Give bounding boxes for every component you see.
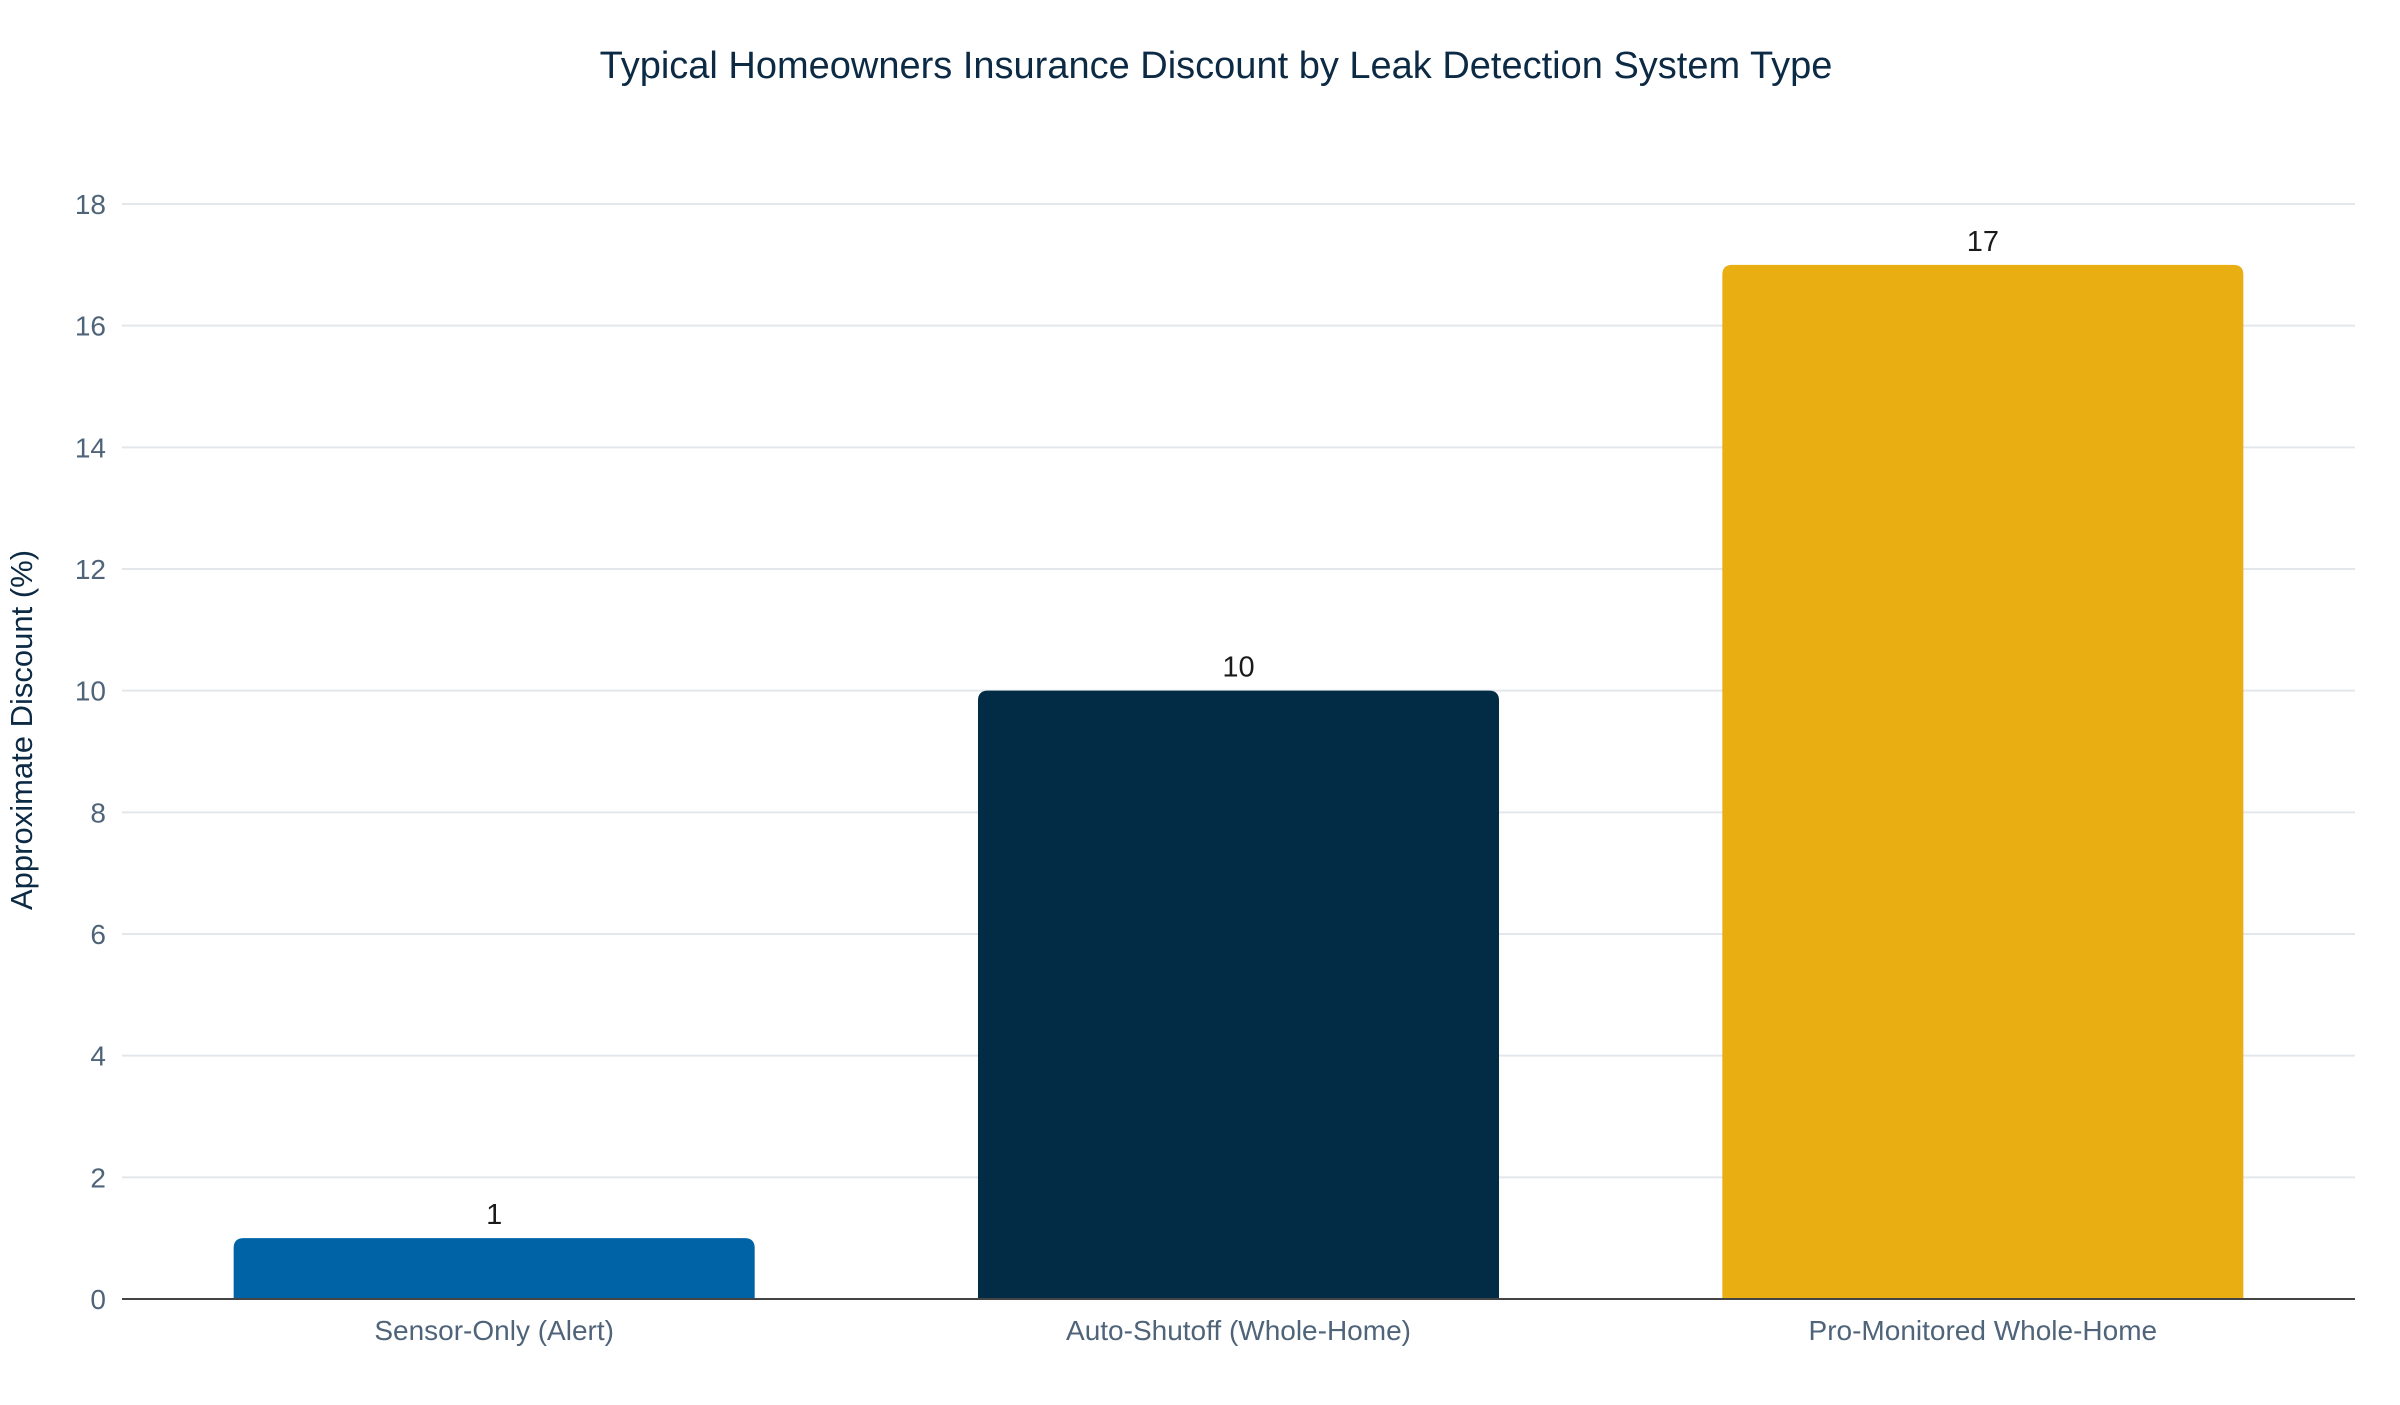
data-label: 17 xyxy=(1967,226,1999,258)
x-tick-label: Sensor-Only (Alert) xyxy=(374,1315,614,1346)
y-tick-label: 18 xyxy=(75,189,106,220)
bar-2 xyxy=(977,690,1500,1299)
x-axis-ticks: Sensor-Only (Alert) Auto-Shutoff (Whole-H… xyxy=(374,1315,2157,1346)
data-label: 10 xyxy=(1222,652,1254,684)
bar-3 xyxy=(1722,264,2244,1299)
data-labels: 1 10 17 xyxy=(486,226,1999,1231)
y-axis-ticks: 0 2 4 6 8 10 12 14 16 18 xyxy=(75,189,106,1315)
bar-1 xyxy=(233,1238,755,1299)
y-tick-label: 0 xyxy=(90,1284,106,1315)
y-tick-label: 10 xyxy=(75,676,106,707)
y-tick-label: 4 xyxy=(90,1041,106,1072)
bars xyxy=(233,264,2244,1299)
data-label: 1 xyxy=(486,1199,502,1231)
y-tick-label: 12 xyxy=(75,554,106,585)
y-tick-label: 14 xyxy=(75,432,106,463)
y-tick-label: 8 xyxy=(90,797,106,828)
x-tick-label: Auto-Shutoff (Whole-Home) xyxy=(1066,1315,1411,1346)
chart-title: Typical Homeowners Insurance Discount by… xyxy=(600,45,1833,87)
x-tick-label: Pro-Monitored Whole-Home xyxy=(1809,1315,2158,1346)
y-tick-label: 16 xyxy=(75,311,106,342)
y-axis-title: Approximate Discount (%) xyxy=(4,550,39,910)
y-tick-label: 2 xyxy=(90,1162,106,1193)
y-tick-label: 6 xyxy=(90,919,106,950)
